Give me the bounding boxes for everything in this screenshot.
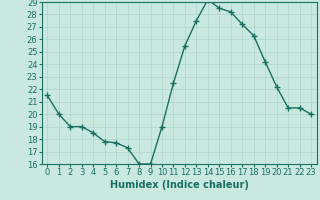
- X-axis label: Humidex (Indice chaleur): Humidex (Indice chaleur): [110, 180, 249, 190]
